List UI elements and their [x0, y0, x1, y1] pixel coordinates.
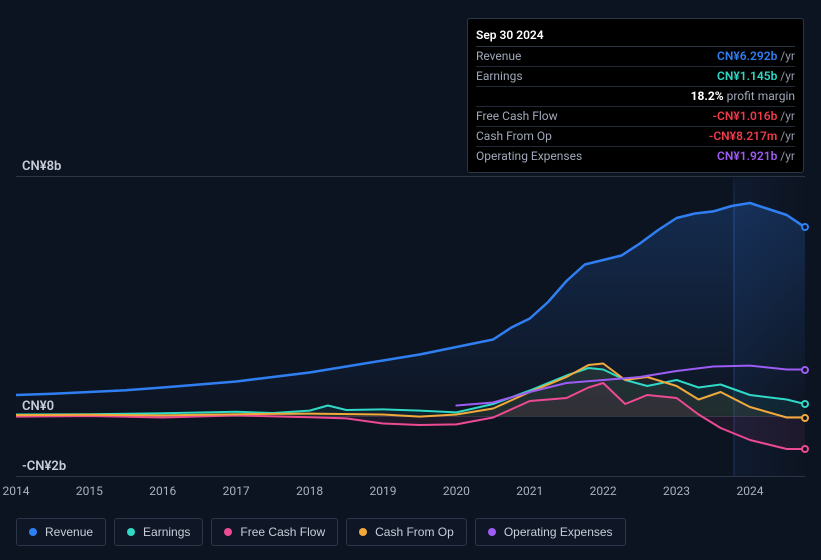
x-tick-label: 2024 — [736, 484, 763, 498]
legend-item-revenue[interactable]: Revenue — [16, 518, 106, 546]
legend-label: Operating Expenses — [504, 525, 613, 539]
x-tick-label: 2016 — [149, 484, 176, 498]
x-tick-label: 2022 — [590, 484, 617, 498]
x-tick-label: 2014 — [3, 484, 30, 498]
legend-swatch-icon — [488, 528, 496, 536]
series-marker-operating_expenses — [801, 366, 809, 374]
x-tick-label: 2015 — [76, 484, 103, 498]
series-marker-earnings — [801, 400, 809, 408]
series-marker-cash_from_op — [801, 414, 809, 422]
tooltip-row: 18.2% profit margin — [476, 87, 795, 107]
x-tick-label: 2023 — [663, 484, 690, 498]
series-marker-free_cash_flow — [801, 445, 809, 453]
tooltip-row: RevenueCN¥6.292b /yr — [476, 47, 795, 67]
y-tick-label: CN¥8b — [22, 159, 61, 174]
tooltip-date: Sep 30 2024 — [476, 28, 544, 42]
legend-label: Cash From Op — [375, 525, 454, 539]
x-tick-label: 2017 — [223, 484, 250, 498]
chart-tooltip: Sep 30 2024 RevenueCN¥6.292b /yrEarnings… — [467, 18, 804, 173]
tooltip-row: Cash From Op-CN¥8.217m /yr — [476, 127, 795, 147]
legend-swatch-icon — [127, 528, 135, 536]
legend-item-earnings[interactable]: Earnings — [114, 518, 203, 546]
tooltip-row: Operating ExpensesCN¥1.921b /yr — [476, 147, 795, 166]
legend-label: Revenue — [45, 525, 93, 539]
chart-legend: Revenue Earnings Free Cash Flow Cash From O… — [16, 518, 626, 546]
x-tick-label: 2019 — [369, 484, 396, 498]
legend-item-operating_expenses[interactable]: Operating Expenses — [475, 518, 626, 546]
legend-item-cash_from_op[interactable]: Cash From Op — [346, 518, 467, 546]
x-tick-label: 2021 — [516, 484, 543, 498]
x-tick-label: 2018 — [296, 484, 323, 498]
tooltip-row: EarningsCN¥1.145b /yr — [476, 67, 795, 87]
legend-label: Earnings — [143, 525, 190, 539]
legend-item-free_cash_flow[interactable]: Free Cash Flow — [211, 518, 338, 546]
tooltip-row: Free Cash Flow-CN¥1.016b /yr — [476, 107, 795, 127]
legend-swatch-icon — [29, 528, 37, 536]
gridline-neg2b — [16, 476, 805, 477]
series-marker-revenue — [801, 223, 809, 231]
legend-label: Free Cash Flow — [240, 525, 325, 539]
x-tick-label: 2020 — [443, 484, 470, 498]
legend-swatch-icon — [224, 528, 232, 536]
legend-swatch-icon — [359, 528, 367, 536]
chart-svg[interactable] — [16, 176, 805, 476]
